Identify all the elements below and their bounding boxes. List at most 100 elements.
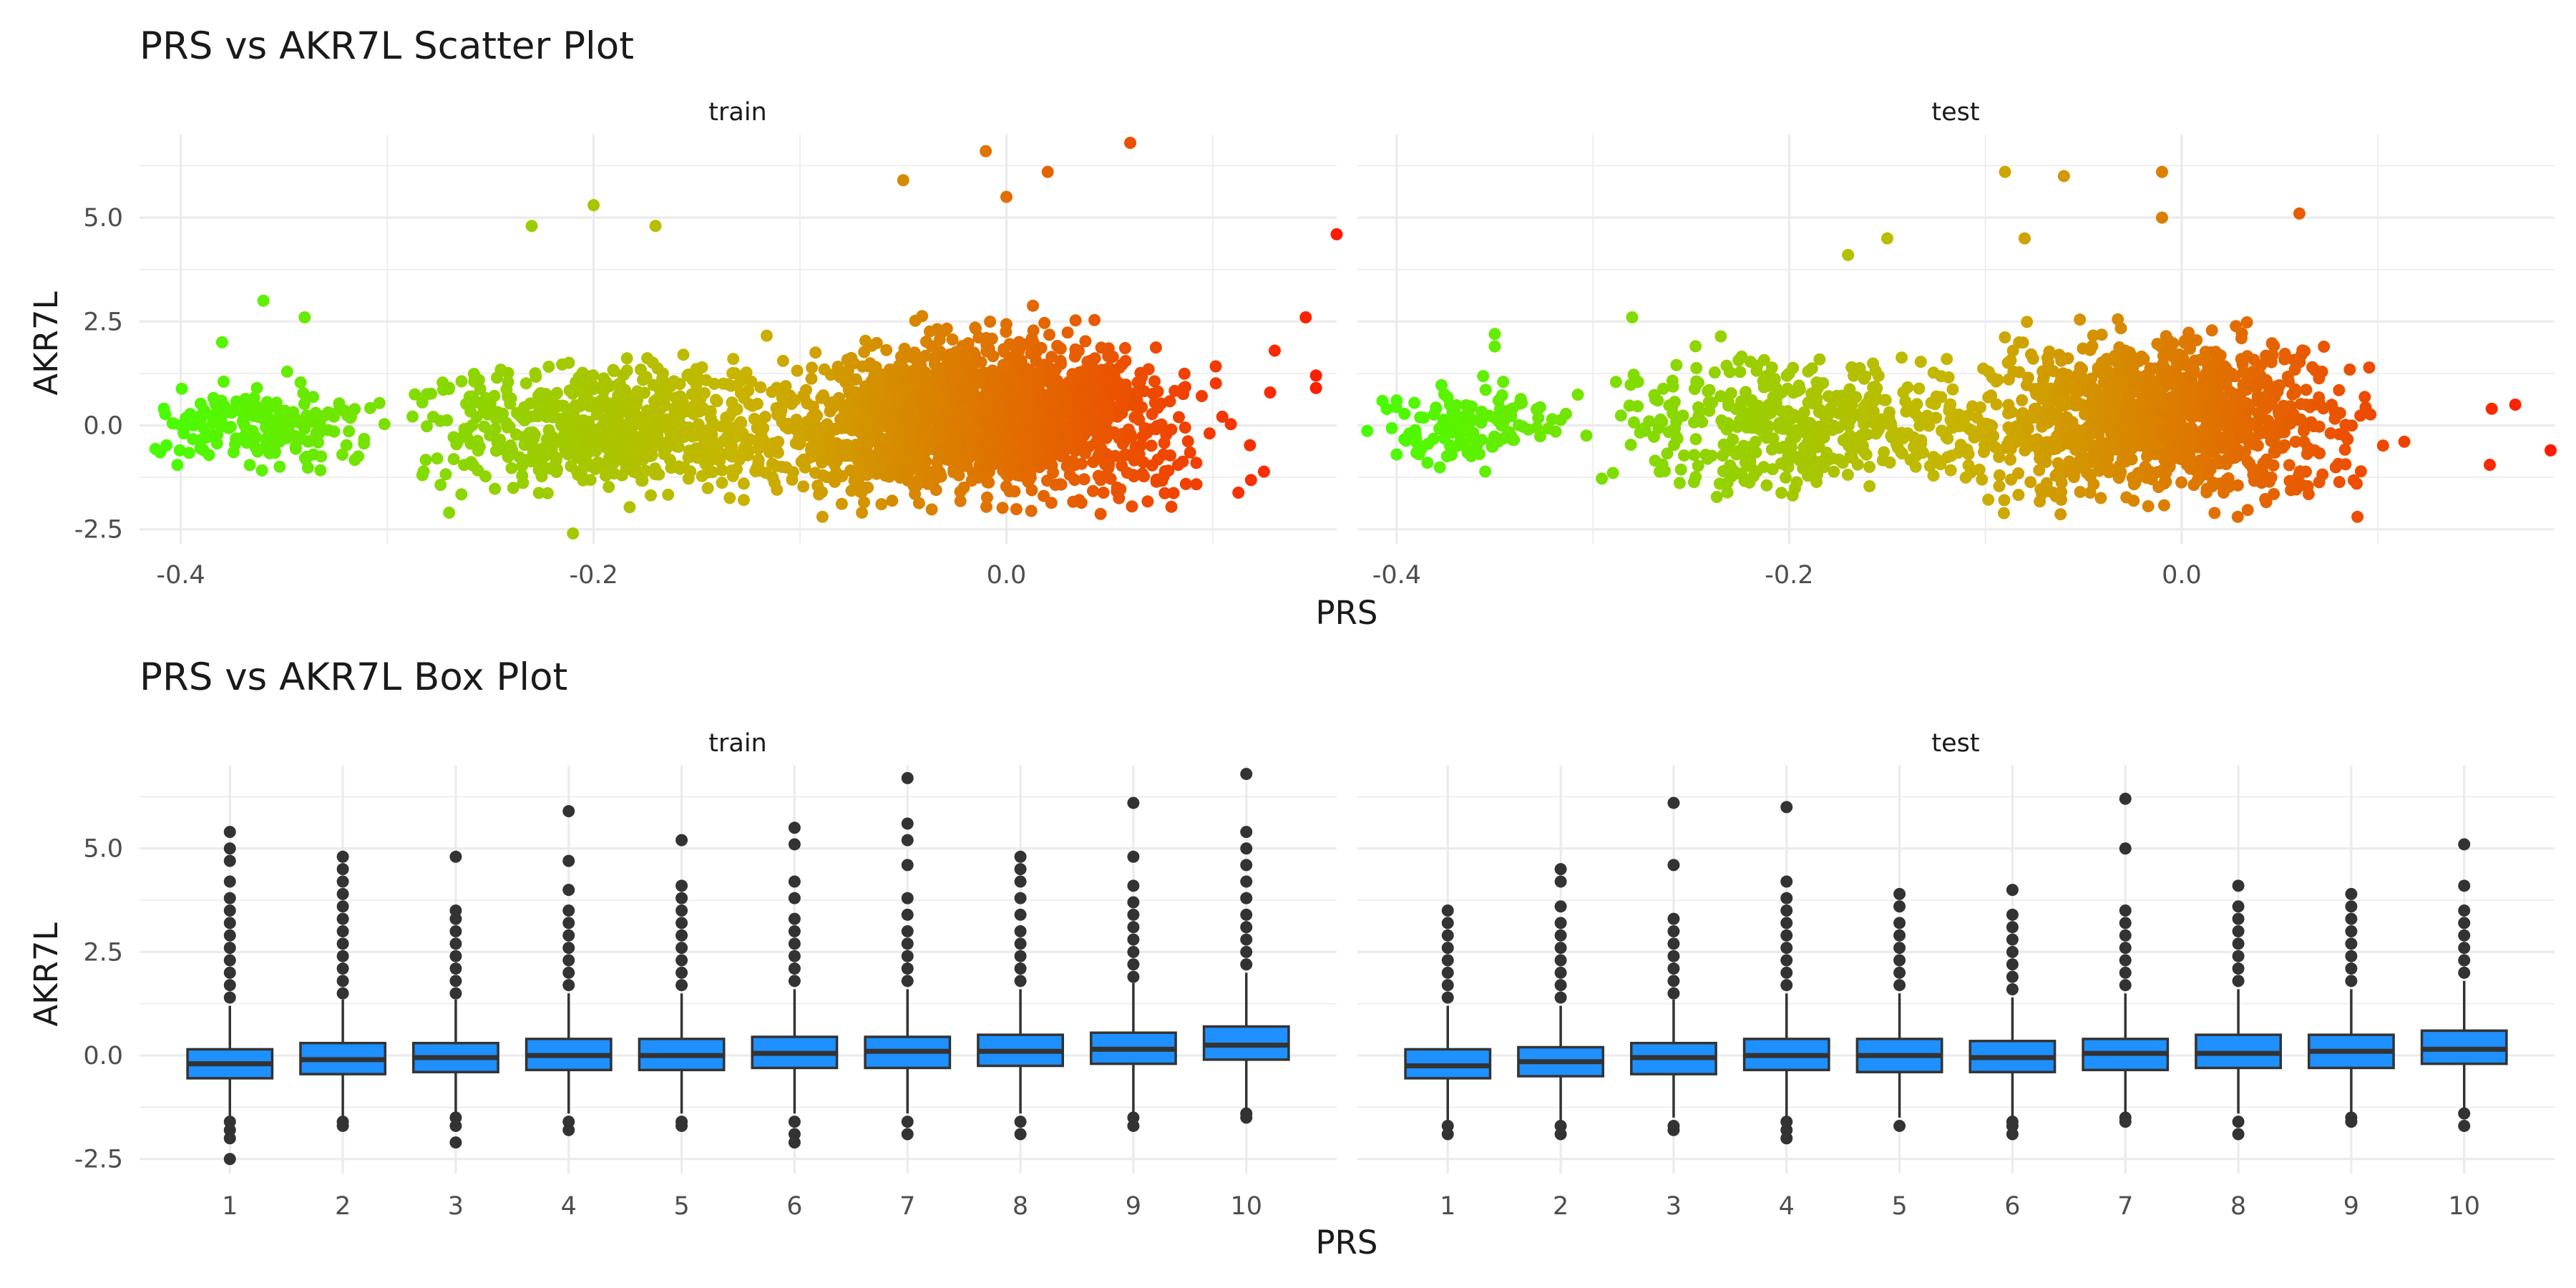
box-outlier-point — [2232, 912, 2245, 925]
scatter-point — [1268, 344, 1281, 357]
scatter-point — [2087, 329, 2099, 342]
scatter-point — [2260, 349, 2273, 362]
box-outlier-point — [336, 912, 349, 925]
scatter-point — [530, 371, 542, 383]
scatter-point — [159, 408, 172, 421]
scatter-point — [901, 464, 914, 477]
box-outlier-point — [223, 1132, 236, 1145]
scatter-point — [856, 360, 869, 373]
scatter-point — [1068, 474, 1081, 487]
box-x-tick-label: 8 — [2230, 1192, 2246, 1221]
scatter-point — [2339, 419, 2352, 431]
scatter-point — [378, 418, 391, 431]
scatter-point — [519, 377, 532, 390]
scatter-point — [2158, 367, 2171, 380]
box-outlier-point — [2232, 962, 2245, 975]
scatter-point — [1087, 484, 1099, 497]
scatter-point — [1103, 381, 1116, 394]
box-outlier-point — [788, 1136, 801, 1149]
scatter-point — [2185, 374, 2198, 387]
scatter-point — [2230, 320, 2243, 333]
box-outlier-point — [562, 917, 575, 930]
scatter-point — [1961, 443, 1974, 456]
scatter-point — [1991, 374, 2004, 386]
scatter-point — [491, 406, 504, 419]
scatter-point — [1054, 342, 1067, 355]
scatter-point — [525, 220, 538, 233]
scatter-point — [2021, 316, 2034, 328]
scatter-point — [2129, 352, 2142, 365]
scatter-point — [2243, 403, 2256, 416]
scatter-point — [771, 483, 784, 496]
scatter-point — [447, 453, 460, 466]
scatter-point — [1791, 427, 1804, 440]
box-outlier-point — [1554, 966, 1567, 979]
scatter-point — [945, 348, 957, 361]
scatter-point — [237, 413, 250, 426]
scatter-point — [982, 416, 995, 429]
scatter-point — [801, 416, 814, 429]
scatter-point — [776, 460, 788, 473]
scatter-point — [1398, 407, 1411, 420]
box-outlier-point — [1441, 979, 1454, 992]
box-outlier-point — [1014, 892, 1027, 904]
scatter-point — [1805, 450, 1817, 463]
scatter-point — [1009, 420, 1022, 432]
box-outlier-point — [1554, 954, 1567, 967]
scatter-point — [1114, 483, 1127, 496]
scatter-point — [2114, 468, 2127, 481]
box-outlier-point — [1014, 937, 1027, 950]
scatter-point — [2024, 476, 2037, 489]
scatter-point — [1750, 446, 1762, 459]
scatter-point — [1982, 493, 1995, 506]
scatter-point — [1855, 438, 1868, 451]
box-outlier-point — [901, 908, 914, 921]
scatter-point — [608, 467, 620, 480]
box-outlier-point — [1554, 991, 1567, 1004]
scatter-y-tick-label: 0.0 — [83, 411, 123, 440]
box-outlier-point — [562, 884, 575, 897]
scatter-point — [340, 439, 353, 452]
box-outlier-point — [336, 975, 349, 987]
scatter-point — [521, 454, 533, 467]
scatter-point — [824, 369, 837, 381]
scatter-point — [2144, 373, 2157, 386]
scatter-point — [587, 199, 600, 212]
box-x-tick-label: 7 — [899, 1192, 915, 1221]
scatter-y-tick-label: -2.5 — [74, 516, 123, 545]
scatter-point — [269, 445, 281, 458]
scatter-point — [1505, 430, 1518, 443]
scatter-point — [2256, 466, 2269, 479]
box-outlier-point — [1240, 945, 1253, 958]
scatter-point — [265, 436, 278, 449]
scatter-point — [2191, 466, 2204, 479]
scatter-point — [2033, 464, 2046, 477]
scatter-point — [524, 397, 537, 410]
scatter-point — [1984, 434, 1996, 447]
scatter-point — [1078, 421, 1091, 434]
scatter-point — [1793, 383, 1806, 396]
box-outlier-point — [449, 937, 462, 950]
scatter-point — [864, 462, 877, 474]
scatter-point — [1736, 405, 1749, 417]
scatter-point — [1999, 331, 2011, 343]
scatter-point — [504, 397, 517, 410]
scatter-point — [1614, 409, 1627, 422]
box-outlier-point — [336, 887, 349, 900]
box-outlier-point — [1240, 958, 1253, 971]
scatter-point — [298, 398, 311, 410]
scatter-point — [995, 419, 1008, 432]
scatter-point — [743, 433, 756, 446]
scatter-point — [980, 500, 992, 513]
scatter-point — [1181, 435, 1194, 448]
scatter-point — [1802, 469, 1814, 482]
box-outlier-point — [1441, 1128, 1454, 1141]
scatter-point — [455, 375, 468, 388]
scatter-point — [1016, 363, 1029, 375]
scatter-point — [358, 432, 371, 445]
box-outlier-point — [2232, 924, 2245, 937]
box-outlier-point — [1893, 929, 1906, 942]
scatter-point — [488, 389, 501, 402]
scatter-point — [940, 404, 952, 416]
scatter-point — [307, 391, 320, 404]
